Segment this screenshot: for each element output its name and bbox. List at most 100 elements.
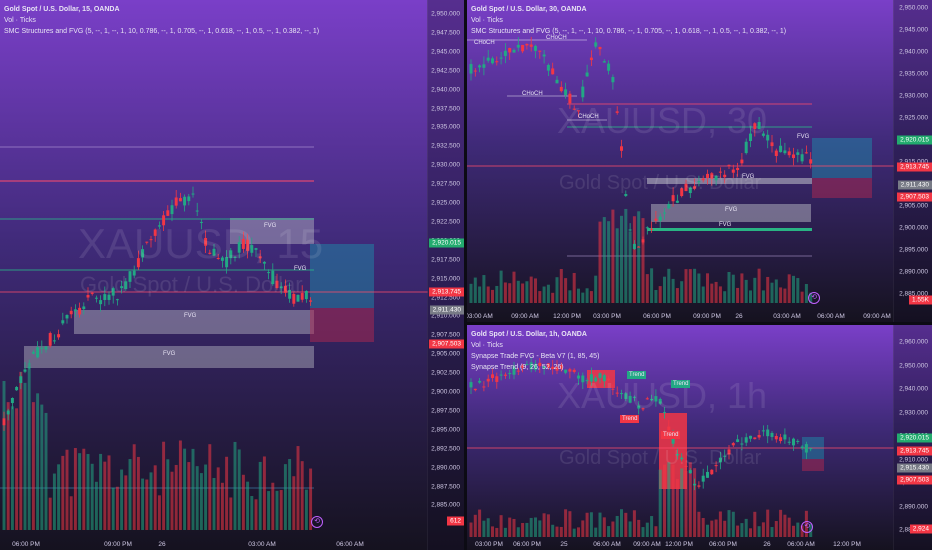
candle bbox=[107, 291, 111, 305]
volume-indicator-label[interactable]: Vol · Ticks bbox=[471, 17, 503, 24]
trend-badge: Trend bbox=[620, 415, 640, 423]
time-tick-label: 26 bbox=[158, 541, 166, 548]
candle bbox=[589, 50, 593, 66]
price-tick-label: 2,885.000 bbox=[431, 501, 460, 509]
volume-bar bbox=[542, 286, 546, 303]
volume-bar bbox=[516, 527, 520, 537]
volume-bar bbox=[199, 473, 203, 530]
candle bbox=[607, 60, 611, 75]
candle bbox=[262, 261, 266, 270]
price-tick-label: 2,905.000 bbox=[431, 350, 460, 358]
replay-icon[interactable]: ⟲ bbox=[808, 292, 820, 304]
candle bbox=[783, 142, 787, 155]
candle bbox=[770, 135, 774, 153]
candle bbox=[220, 255, 224, 268]
price-tag: 2,920.015 bbox=[897, 433, 932, 443]
volume-bar bbox=[44, 412, 48, 530]
price-axis[interactable] bbox=[427, 0, 464, 550]
volume-bar bbox=[128, 459, 132, 530]
candle bbox=[229, 248, 233, 265]
volume-bar bbox=[538, 291, 542, 303]
trend-indicator-label[interactable]: Synapse Trend (9, 26, 52, 26) bbox=[471, 364, 564, 371]
candle bbox=[15, 386, 19, 391]
volume-indicator-label[interactable]: Vol · Ticks bbox=[4, 17, 36, 24]
symbol-title[interactable]: Gold Spot / U.S. Dollar, 30, OANDA bbox=[471, 6, 587, 13]
volume-bar bbox=[542, 513, 546, 537]
candle bbox=[740, 152, 744, 166]
candle bbox=[533, 44, 538, 59]
fvg-zone bbox=[647, 178, 812, 184]
volume-bar bbox=[52, 473, 56, 530]
candle bbox=[607, 375, 611, 382]
chart-pane-15m[interactable]: Gold Spot / U.S. Dollar, 15, OANDA Vol ·… bbox=[0, 0, 464, 550]
candle bbox=[145, 241, 149, 245]
volume-bar bbox=[564, 509, 568, 537]
chart-pane-1h[interactable]: Gold Spot / U.S. Dollar, 1h, OANDA Vol ·… bbox=[467, 325, 932, 550]
candle bbox=[279, 282, 283, 294]
candle bbox=[693, 178, 697, 191]
time-tick-label: 03:00 AM bbox=[773, 313, 801, 320]
candle bbox=[774, 433, 778, 443]
candle bbox=[740, 437, 744, 451]
volume-bar bbox=[559, 269, 563, 303]
volume-bar bbox=[521, 283, 525, 303]
volume-indicator-label[interactable]: Vol · Ticks bbox=[471, 342, 503, 349]
candle bbox=[157, 221, 161, 229]
replay-icon[interactable]: ⟲ bbox=[801, 521, 813, 533]
volume-bar bbox=[473, 277, 477, 303]
price-tick-label: 2,927.500 bbox=[431, 180, 460, 188]
volume-bar bbox=[499, 270, 503, 303]
volume-bar bbox=[766, 276, 770, 303]
candle bbox=[490, 368, 495, 382]
candle bbox=[757, 430, 761, 440]
candle bbox=[2, 411, 6, 431]
choch-label: CHoCH bbox=[578, 114, 599, 120]
volume-bar bbox=[229, 497, 233, 530]
volume-bar bbox=[684, 470, 688, 537]
volume-bar bbox=[667, 268, 671, 303]
candle bbox=[804, 441, 808, 460]
volume-bar bbox=[800, 291, 804, 303]
volume-bar bbox=[662, 276, 667, 303]
volume-bar bbox=[572, 528, 576, 537]
volume-bar bbox=[478, 509, 482, 537]
volume-bar bbox=[136, 456, 140, 530]
candle bbox=[538, 357, 542, 374]
candle bbox=[103, 286, 107, 307]
candle bbox=[619, 139, 624, 158]
candle bbox=[628, 223, 632, 232]
volume-bar bbox=[650, 516, 654, 537]
volume-bar bbox=[525, 522, 529, 537]
chart-pane-30m[interactable]: Gold Spot / U.S. Dollar, 30, OANDA Vol ·… bbox=[467, 0, 932, 322]
price-axis[interactable] bbox=[893, 0, 932, 322]
fvg-indicator-label[interactable]: Synapse Trade FVG - Beta V7 (1, 85, 45) bbox=[471, 353, 600, 360]
symbol-title[interactable]: Gold Spot / U.S. Dollar, 15, OANDA bbox=[4, 6, 120, 13]
price-tick-label: 2,907.500 bbox=[431, 331, 460, 339]
volume-bar bbox=[576, 527, 581, 537]
candle bbox=[753, 122, 757, 137]
candle bbox=[564, 369, 568, 375]
candle bbox=[791, 147, 796, 166]
candle bbox=[482, 381, 486, 392]
volume-bar bbox=[774, 279, 778, 303]
candle bbox=[585, 378, 589, 385]
volume-bar bbox=[598, 221, 602, 303]
candle bbox=[757, 117, 761, 130]
candlestick-chart[interactable] bbox=[467, 0, 894, 312]
candle bbox=[564, 82, 568, 99]
smc-indicator-label[interactable]: SMC Structures and FVG (5, --, 1, --, 1,… bbox=[4, 28, 320, 35]
volume-bar bbox=[296, 446, 300, 530]
candle bbox=[187, 194, 191, 206]
time-tick-label: 03:00 PM bbox=[475, 541, 503, 548]
symbol-title[interactable]: Gold Spot / U.S. Dollar, 1h, OANDA bbox=[471, 331, 587, 338]
volume-bar bbox=[233, 441, 237, 530]
trend-badge: Trend bbox=[627, 371, 647, 379]
candlestick-chart[interactable] bbox=[0, 0, 428, 540]
pane-header: Gold Spot / U.S. Dollar, 30, OANDA Vol ·… bbox=[471, 4, 786, 37]
volume-bar bbox=[607, 221, 611, 303]
smc-indicator-label[interactable]: SMC Structures and FVG (5, --, 1, --, 1,… bbox=[471, 28, 787, 35]
candle bbox=[469, 59, 473, 81]
volume-bar bbox=[568, 290, 572, 303]
volume-bar bbox=[48, 497, 52, 530]
replay-icon[interactable]: ⟲ bbox=[311, 516, 323, 528]
